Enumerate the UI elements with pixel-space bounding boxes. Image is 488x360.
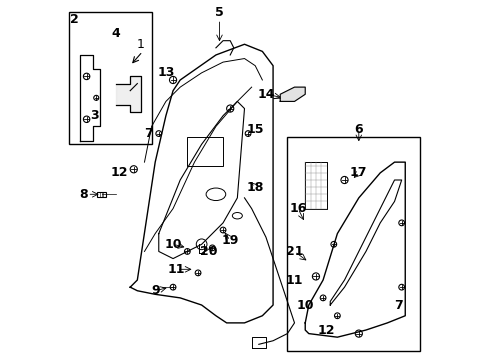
Text: 7: 7 [143, 127, 152, 140]
Text: 11: 11 [167, 263, 185, 276]
Text: 21: 21 [285, 245, 303, 258]
Text: 10: 10 [296, 298, 313, 311]
Text: 19: 19 [221, 234, 239, 247]
Text: 12: 12 [317, 324, 335, 337]
Text: 6: 6 [354, 123, 363, 136]
Text: 5: 5 [215, 6, 224, 19]
Text: 20: 20 [200, 245, 217, 258]
Text: 14: 14 [257, 88, 274, 101]
Polygon shape [116, 76, 141, 112]
Text: 13: 13 [157, 66, 174, 79]
Text: 15: 15 [246, 123, 264, 136]
Text: 7: 7 [393, 298, 402, 311]
Bar [97, 192, 106, 197]
Bar [287, 137, 419, 351]
Bar [187, 137, 223, 166]
Text: 4: 4 [111, 27, 120, 40]
Text: 8: 8 [79, 188, 88, 201]
Text: 1: 1 [137, 38, 144, 51]
Text: 11: 11 [285, 274, 303, 287]
Text: 17: 17 [349, 166, 367, 179]
Text: 9: 9 [151, 284, 159, 297]
Text: 3: 3 [90, 109, 99, 122]
Text: 10: 10 [164, 238, 182, 251]
Text: 18: 18 [246, 181, 264, 194]
Bar [69, 12, 151, 144]
Text: 12: 12 [110, 166, 128, 179]
Text: 2: 2 [70, 13, 79, 26]
Text: 16: 16 [289, 202, 306, 215]
Polygon shape [280, 87, 305, 102]
